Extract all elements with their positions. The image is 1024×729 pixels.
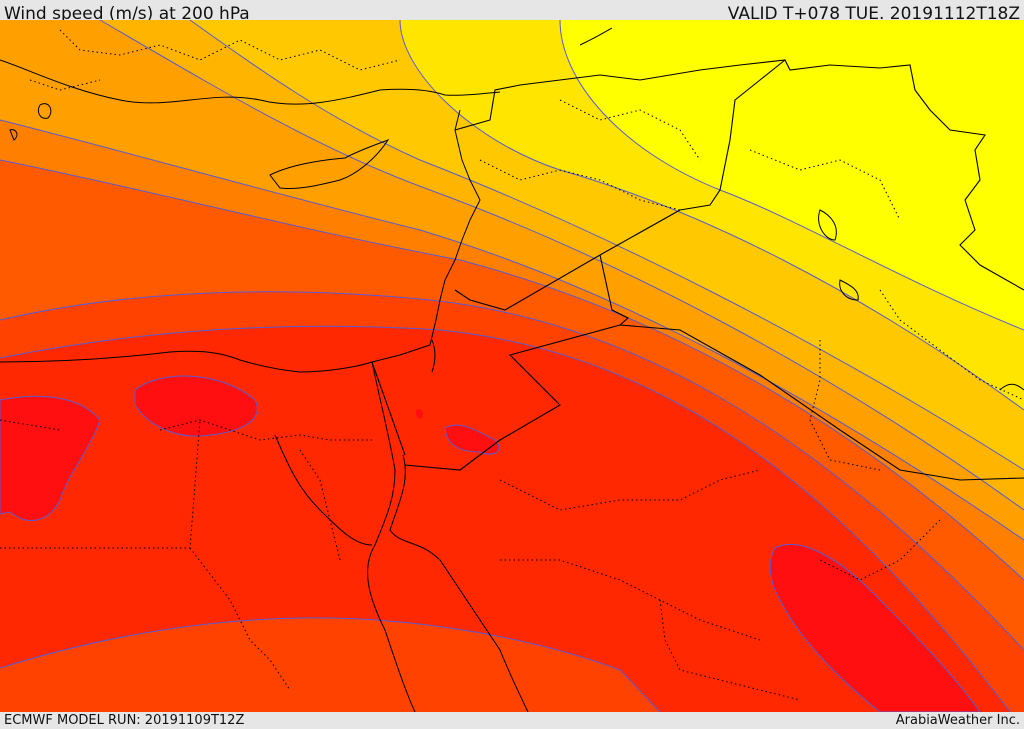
wind-band-south-orange	[0, 617, 660, 712]
admin-boundaries	[0, 29, 1024, 701]
jet-max-small	[415, 409, 424, 419]
valid-time: VALID T+078 TUE. 20191112T18Z	[727, 4, 1020, 24]
wind-band-red	[0, 326, 1010, 712]
country-borders	[371, 59, 1024, 481]
model-run-label: ECMWF MODEL RUN: 20191109T12Z	[4, 713, 245, 728]
header-bar	[0, 0, 1024, 20]
coastlines	[0, 27, 1024, 712]
wind-speed-map	[0, 20, 1024, 712]
jet-max-west	[0, 395, 101, 521]
jet-max-arabia	[769, 543, 981, 712]
map-title: Wind speed (m/s) at 200 hPa	[4, 4, 250, 24]
jet-max-jordan	[444, 424, 500, 455]
footer-bar	[0, 712, 1024, 729]
credit-label: ArabiaWeather Inc.	[895, 713, 1020, 728]
isotach-contours	[0, 20, 1024, 712]
jet-max-north-africa	[134, 375, 258, 437]
